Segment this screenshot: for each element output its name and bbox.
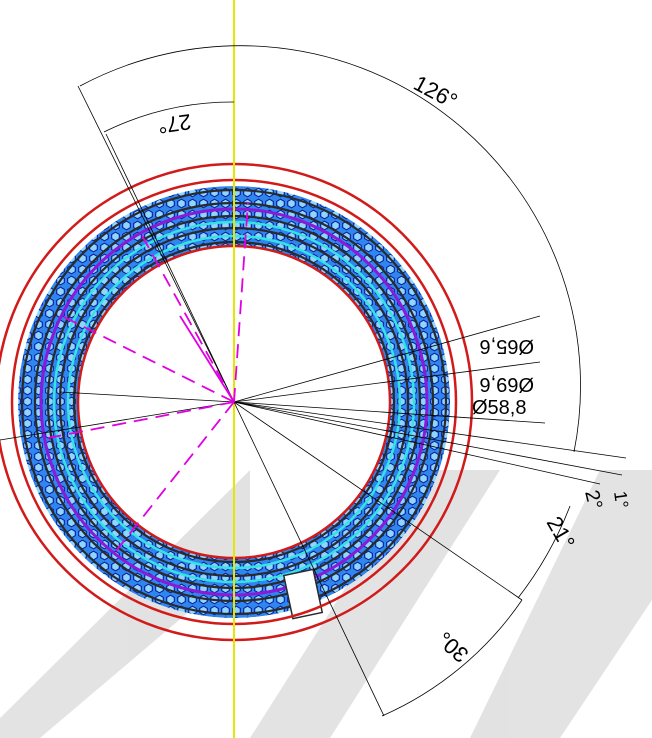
coil-gap-slot bbox=[282, 568, 324, 620]
diameter-69-6-label: Ø69,6 bbox=[480, 373, 534, 395]
angle-1-label: 1° bbox=[610, 490, 632, 510]
diameter-labels: Ø65,6 Ø69,6 Ø58,8 bbox=[472, 335, 534, 419]
diameter-65-6-label: Ø65,6 bbox=[480, 335, 534, 357]
construction-lines bbox=[0, 85, 627, 717]
diameter-58-8-label: Ø58,8 bbox=[472, 397, 526, 419]
magenta-solid bbox=[179, 315, 235, 403]
dimension-arcs bbox=[79, 45, 581, 717]
magenta-radials bbox=[47, 201, 249, 557]
angle-27-label: 27° bbox=[156, 109, 192, 138]
angle-2-label: 2° bbox=[580, 488, 606, 512]
